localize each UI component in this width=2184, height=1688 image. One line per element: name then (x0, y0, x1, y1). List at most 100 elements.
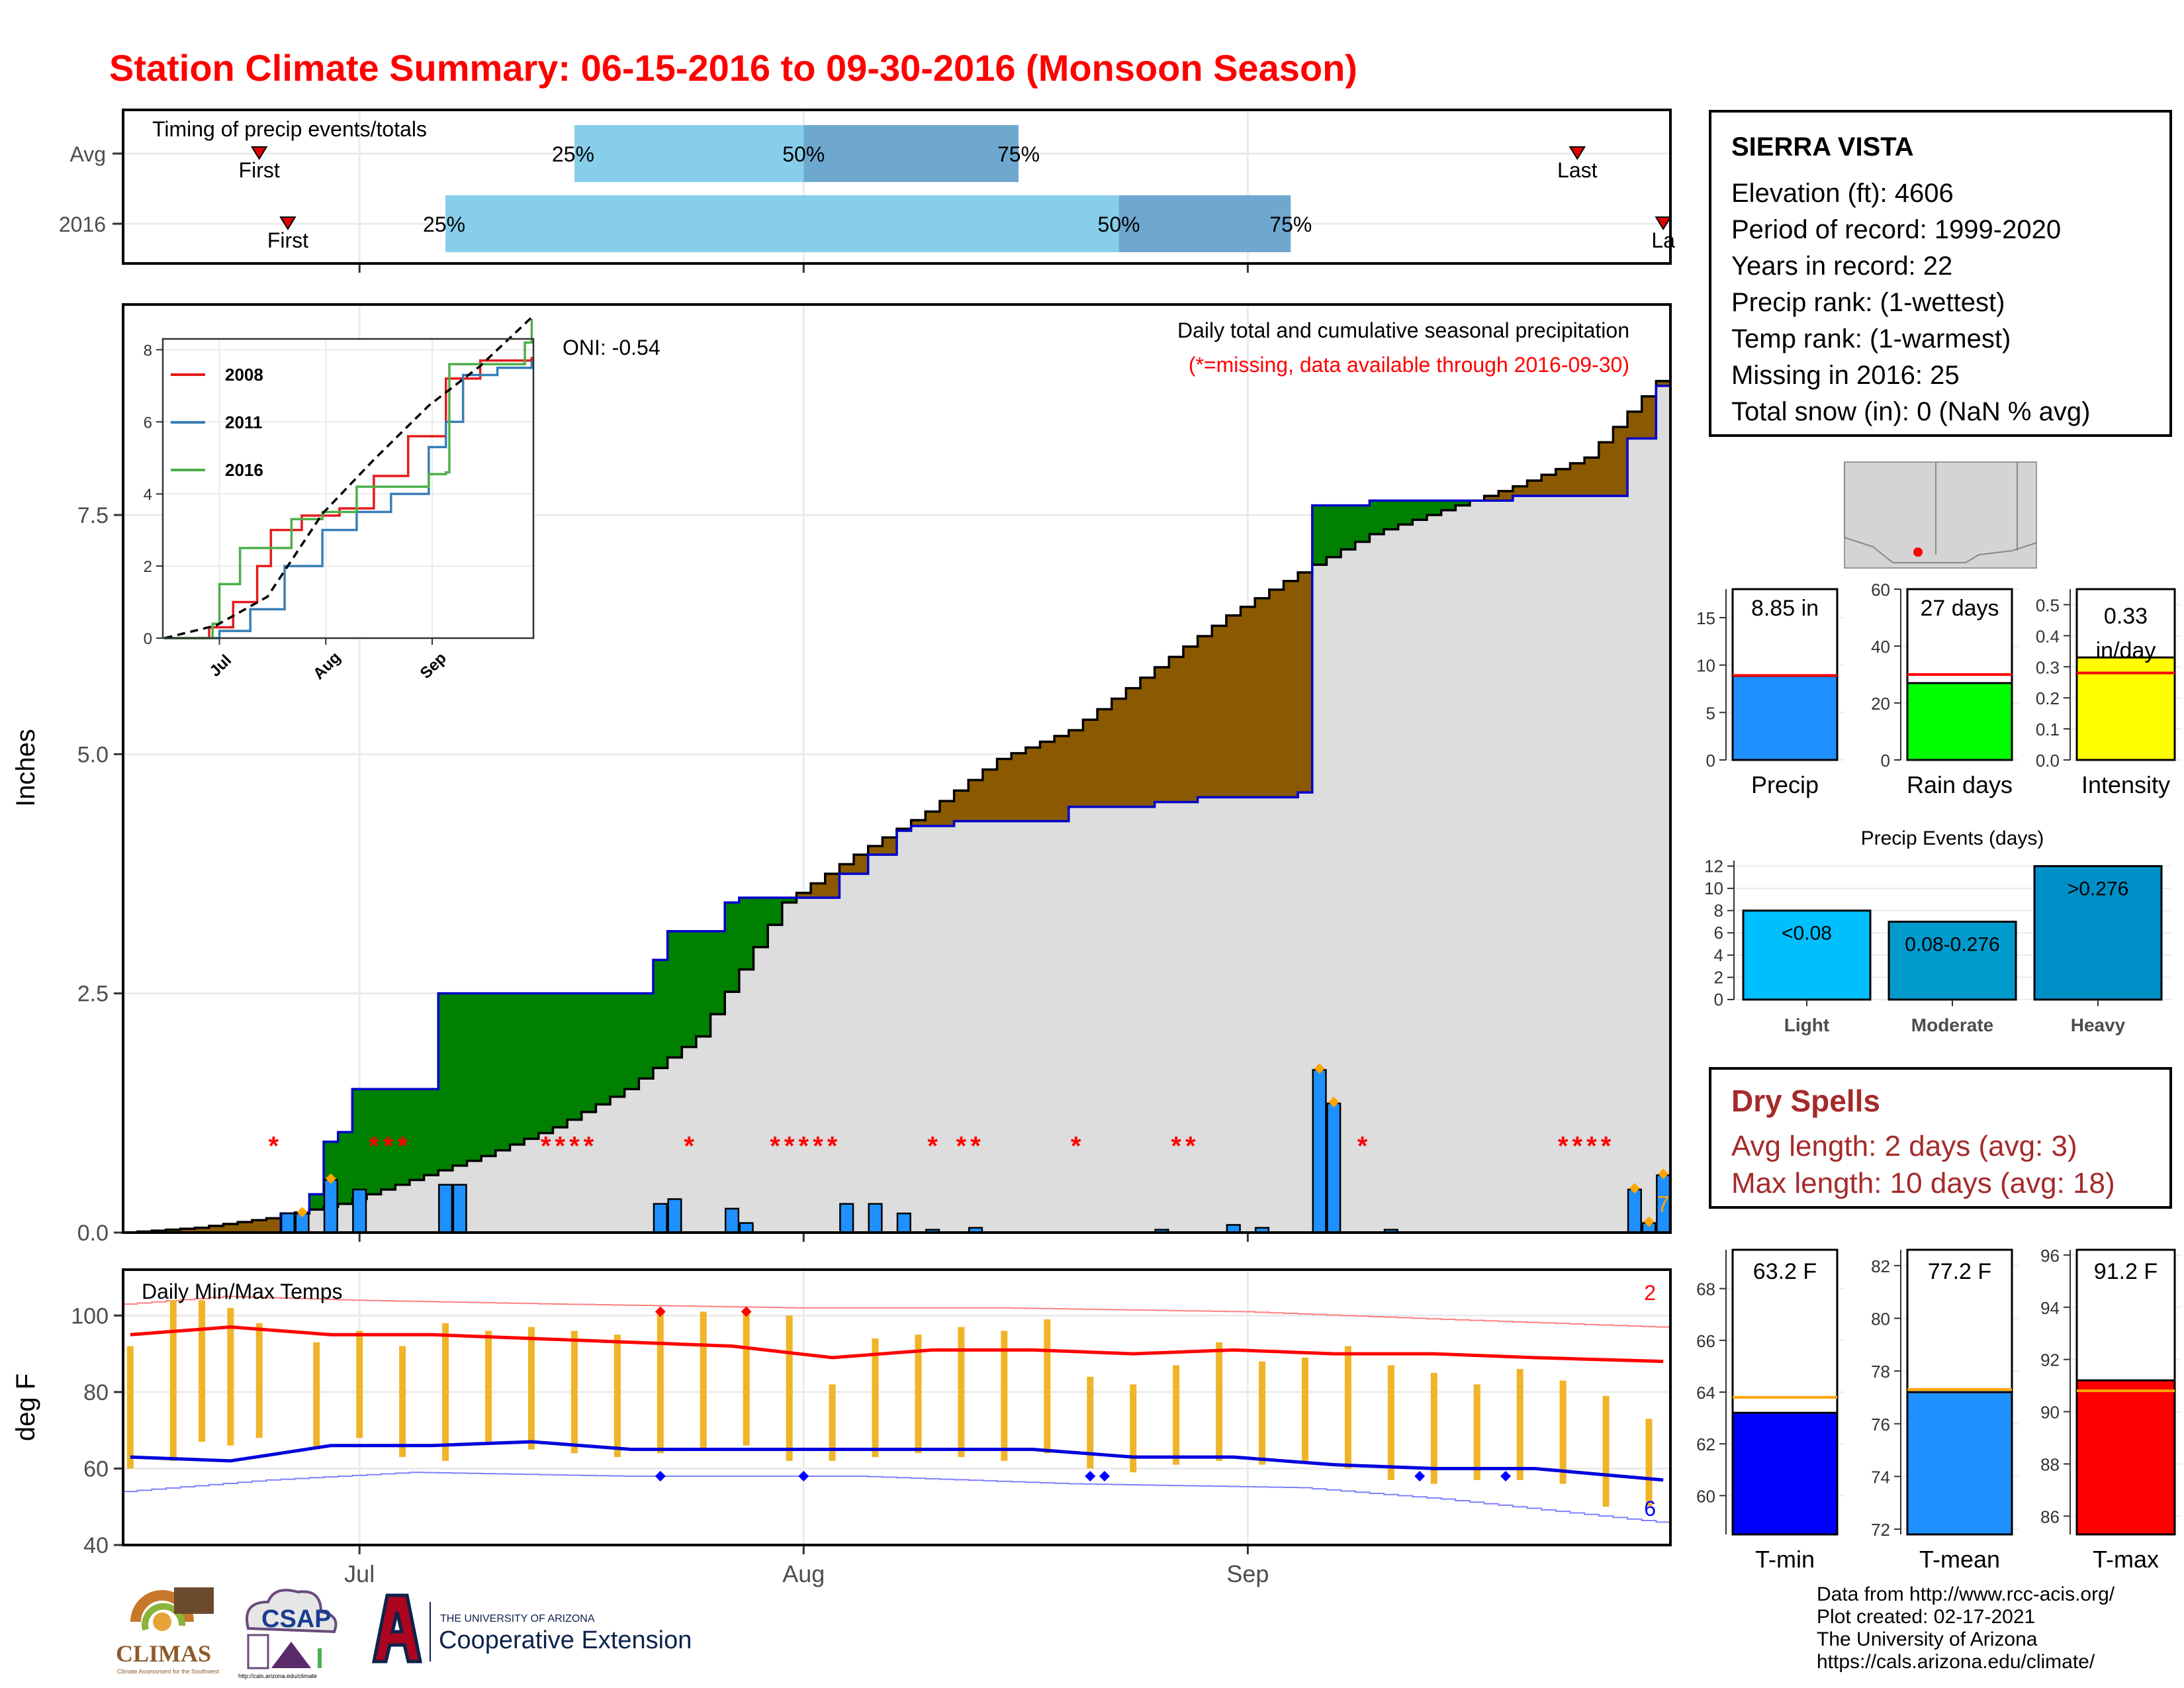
inset-series-2016 (164, 319, 533, 639)
tmean-bar-ytick-label: 82 (1871, 1256, 1890, 1276)
cumulative-below-avg (165, 1229, 181, 1233)
precip-events-ytick-label: 0 (1714, 990, 1723, 1009)
cumulative-above-avg (768, 898, 783, 925)
intensity-category-label: Intensity (2081, 771, 2170, 798)
cumulative-above-avg (510, 993, 525, 1145)
tmax-bar-ytick-label: 96 (2040, 1246, 2060, 1266)
cumulative-below-avg (1512, 486, 1528, 496)
csap-logo-url: http://cals.arizona.edu/climate (238, 1673, 317, 1679)
daily-temp-range-bar (1130, 1384, 1137, 1473)
dry-spells-title: Dry Spells (1731, 1084, 1880, 1118)
daily-temp-range-bar (1044, 1319, 1051, 1454)
temps-ytick-label: 40 (83, 1533, 109, 1558)
cumulative-below-avg (1083, 720, 1098, 807)
record-low-marker (1414, 1471, 1426, 1481)
missing-day-marker: * (1558, 1132, 1569, 1161)
timing-first-label: First (267, 228, 308, 252)
temps-ytick-label: 100 (71, 1303, 109, 1329)
daily-temp-range-bar (614, 1335, 621, 1458)
cumulative-below-avg (1169, 657, 1184, 802)
cumulative-above-avg (553, 993, 568, 1128)
cumulative-above-avg (653, 960, 668, 1068)
record-low-count: 6 (1644, 1497, 1656, 1521)
daily-temp-range-bar (829, 1384, 836, 1461)
daily-precip-bar (438, 1184, 453, 1234)
inset-ytick-label: 8 (144, 342, 152, 359)
daily-precip-bar (452, 1184, 467, 1234)
daily-temp-range-bar (915, 1335, 922, 1454)
intensity-bar (2075, 656, 2176, 761)
timing-last-marker (1655, 216, 1672, 230)
cumulative-below-avg (882, 837, 897, 855)
daily-precip-bar (724, 1207, 740, 1234)
precip-events-bar (1742, 910, 1872, 1001)
timing-bar-q50-q75 (1118, 195, 1291, 252)
daily-temp-range-bar (786, 1315, 793, 1461)
tmean-bar-ytick-label: 72 (1871, 1520, 1890, 1540)
station-name: SIERRA VISTA (1731, 132, 1914, 162)
missing-day-marker: * (770, 1132, 780, 1161)
inset-bg (163, 339, 533, 638)
cumulative-below-avg (1570, 463, 1585, 496)
cumulative-above-avg (1384, 500, 1399, 530)
missing-day-marker: * (956, 1132, 967, 1161)
timing-first-marker (250, 146, 268, 160)
cumulative-below-avg (1054, 735, 1069, 821)
missing-day-marker: * (1185, 1132, 1196, 1161)
station-temp-rank: Temp rank: (1-warmest) (1731, 324, 2011, 353)
temps-panel-bg (123, 1270, 1670, 1545)
locator-map-border (1844, 462, 2037, 563)
locator-map (1844, 461, 2037, 569)
cumulative-below-avg (1541, 475, 1557, 496)
cumulative-above-avg (352, 1089, 367, 1199)
cumulative-above-avg (424, 1089, 439, 1176)
record-tmax-line (123, 1295, 1670, 1328)
cumulative-above-avg (338, 1132, 353, 1204)
temps-panel: 40 60 80 100 Jul Aug Sep Daily Min/Max Temps 2 6 d… (11, 1268, 1672, 1587)
tmin-bar-category-label: T-min (1755, 1546, 1815, 1573)
precip-total-ytick-label: 0 (1706, 751, 1715, 771)
daily-temp-range-bar (399, 1346, 406, 1458)
cumulative-below-avg (208, 1225, 224, 1233)
cumulative-above-avg (1369, 500, 1385, 534)
missing-day-marker: * (541, 1132, 551, 1161)
daily-temp-range-bar (169, 1300, 177, 1461)
precip-total-category-label: Precip (1751, 771, 1819, 798)
daily-temp-range-bar (1259, 1361, 1266, 1465)
missing-day-marker: * (827, 1132, 838, 1161)
station-info-panel: SIERRA VISTA Elevation (ft): 4606 Period… (1709, 110, 2172, 437)
intensity-ytick-label: 0.2 (2036, 688, 2060, 708)
record-tmin-line (123, 1472, 1670, 1523)
rain-days-chart: 0 20 40 60 27 days Rain days (1871, 580, 2019, 798)
avg-tmax-line (130, 1325, 1664, 1364)
inset-ytick-label: 2 (144, 558, 152, 576)
cumulative-below-avg (251, 1220, 267, 1233)
temps-ytick-label: 80 (83, 1380, 109, 1405)
cumulative-above-avg (1412, 500, 1428, 520)
precip-total-bar (1731, 675, 1839, 761)
tmin-bar-ytick-label: 64 (1696, 1383, 1715, 1403)
cumulative-below-avg (982, 769, 998, 821)
cumulative-below-avg (811, 883, 826, 898)
daily-precip-bar (1326, 1102, 1342, 1234)
daily-precip-bar (1627, 1188, 1642, 1234)
cumulative-above-avg (309, 1194, 324, 1210)
cumulative-below-avg (1097, 709, 1113, 807)
cumulative-below-avg (1154, 667, 1169, 802)
tmin-bar-ytick-label: 68 (1696, 1280, 1715, 1299)
missing-day-marker: * (813, 1132, 823, 1161)
record-day-marker (1629, 1182, 1640, 1194)
inset-avg-dashed (164, 316, 533, 639)
precip-events-title: Precip Events (days) (1861, 827, 2044, 849)
cumulative-below-avg (1025, 747, 1041, 821)
station-precip-rank: Precip rank: (1-wettest) (1731, 288, 2005, 317)
locator-map-bg (1844, 461, 2037, 569)
daily-temp-range-bar (958, 1327, 965, 1458)
cumulative-above-avg (409, 1089, 425, 1180)
avg-tmin-line (130, 1440, 1664, 1482)
cumulative-below-avg (1527, 480, 1542, 496)
timing-bar-q50-q75 (803, 125, 1019, 182)
temps-ytick-label: 60 (83, 1456, 109, 1481)
precip-events-bar-label: 0.08-0.276 (1905, 933, 1999, 955)
